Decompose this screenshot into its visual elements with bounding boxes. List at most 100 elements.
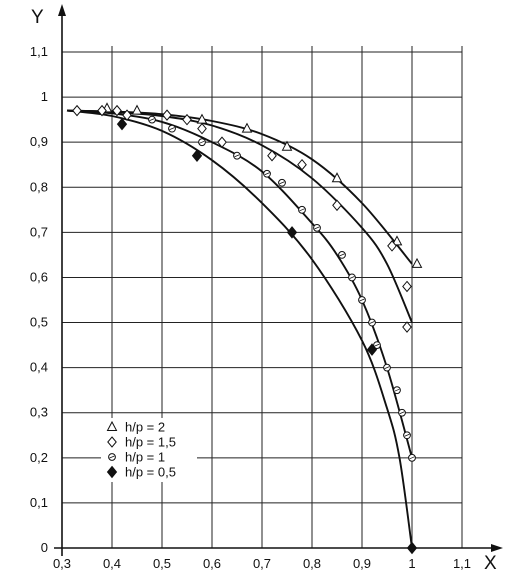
y-tick-label: 0,4 — [30, 360, 48, 375]
circle-marker-slash — [384, 366, 390, 370]
data-point — [373, 341, 381, 349]
data-point — [366, 343, 378, 356]
curve — [66, 109, 413, 549]
x-tick-label: 0,3 — [53, 556, 71, 571]
data-point — [408, 453, 416, 462]
axes — [54, 4, 503, 556]
circle-marker-slash — [339, 253, 345, 257]
circle-marker-slash — [109, 455, 115, 459]
legend-label: h/p = 1,5 — [125, 435, 176, 450]
x-axis-arrow — [491, 544, 503, 552]
circle-marker-slash — [394, 388, 400, 392]
data-point — [182, 113, 192, 126]
y-tick-label: 0,3 — [30, 405, 48, 420]
y-tick-label: 0,7 — [30, 224, 48, 239]
data-point — [391, 235, 403, 246]
circle-marker-slash — [234, 154, 240, 158]
data-point — [406, 541, 418, 555]
legend-label: h/p = 0,5 — [125, 465, 176, 480]
data-point — [131, 104, 143, 115]
legend-marker — [106, 465, 118, 479]
data-point — [197, 122, 207, 135]
data-point — [403, 431, 411, 440]
circle-marker-slash — [279, 181, 285, 185]
data-point — [97, 104, 107, 117]
y-tick-label: 0,2 — [30, 450, 48, 465]
data-point — [241, 122, 253, 133]
y-tick-label: 0,9 — [30, 134, 48, 149]
y-tick-label: 0 — [41, 540, 48, 555]
data-point — [313, 223, 321, 232]
data-point — [191, 149, 203, 162]
circle-marker-slash — [359, 298, 365, 302]
circle-marker-slash — [369, 321, 375, 324]
y-axis-label: Y — [31, 7, 44, 28]
data-point — [267, 149, 277, 162]
legend-label: h/p = 2 — [125, 420, 165, 435]
data-point — [233, 151, 241, 160]
x-axis-label: X — [484, 553, 497, 574]
circle-marker-slash — [264, 172, 270, 176]
x-tick-label: 0,8 — [303, 556, 321, 571]
data-point — [217, 136, 227, 148]
data-point — [286, 226, 298, 239]
legend-marker — [107, 436, 117, 448]
legend-label: h/p = 1 — [125, 450, 165, 465]
data-point — [387, 240, 397, 252]
legend-background — [101, 418, 197, 482]
y-axis-arrow — [58, 4, 66, 16]
data-point — [168, 124, 176, 133]
x-tick-label: 0,5 — [153, 556, 171, 571]
data-point — [263, 169, 271, 178]
data-point — [122, 109, 132, 121]
data-point — [112, 104, 122, 117]
data-point — [383, 363, 391, 372]
circle-marker-slash — [374, 343, 380, 347]
data-point — [198, 138, 206, 147]
data-point — [72, 104, 82, 117]
legend-marker — [106, 420, 118, 431]
data-point — [398, 408, 406, 417]
circle-marker-slash — [349, 276, 355, 279]
circle-marker-slash — [169, 127, 175, 131]
data-point — [148, 115, 156, 124]
data-point — [278, 178, 286, 187]
legend-marker — [108, 453, 116, 461]
data-point — [368, 318, 376, 327]
data-point — [358, 296, 366, 304]
x-tick-label: 0,7 — [253, 556, 271, 571]
data-point — [116, 117, 128, 131]
y-tick-label: 0,6 — [30, 269, 48, 284]
tick-labels: 0,3 0,4 0,5 0,6 0,7 0,8 0,9 1 1,1 0 0,1 0,2 0,3 0,4 0,… — [30, 44, 471, 571]
data-point — [331, 172, 343, 183]
data-point — [411, 257, 423, 268]
x-tick-label: 0,9 — [353, 556, 371, 571]
y-tick-label: 0,5 — [30, 315, 48, 330]
circle-marker-slash — [299, 208, 305, 212]
data-point — [281, 140, 293, 151]
data-point — [402, 280, 412, 293]
circle-marker-slash — [404, 433, 410, 437]
y-tick-label: 1 — [41, 89, 48, 104]
data-point — [297, 158, 307, 171]
circle-marker-slash — [399, 411, 405, 415]
data-point — [393, 386, 401, 395]
data-point — [162, 109, 172, 121]
x-tick-label: 1 — [408, 556, 415, 571]
data-point — [338, 251, 346, 259]
circle-marker-slash — [314, 226, 320, 230]
x-tick-label: 0,4 — [103, 556, 121, 571]
data-point — [402, 321, 412, 333]
data-points — [72, 102, 423, 555]
y-tick-label: 1,1 — [30, 44, 48, 59]
fitted-curves — [66, 109, 413, 549]
circle-marker-slash — [409, 456, 415, 460]
x-tick-label: 1,1 — [453, 556, 471, 571]
legend: h/p = 2h/p = 1,5h/p = 1h/p = 0,5 — [101, 418, 197, 482]
circle-marker-slash — [149, 118, 155, 122]
y-tick-label: 0,1 — [30, 495, 48, 510]
data-point — [332, 199, 342, 212]
circle-marker-slash — [199, 140, 205, 144]
x-tick-label: 0,6 — [203, 556, 221, 571]
